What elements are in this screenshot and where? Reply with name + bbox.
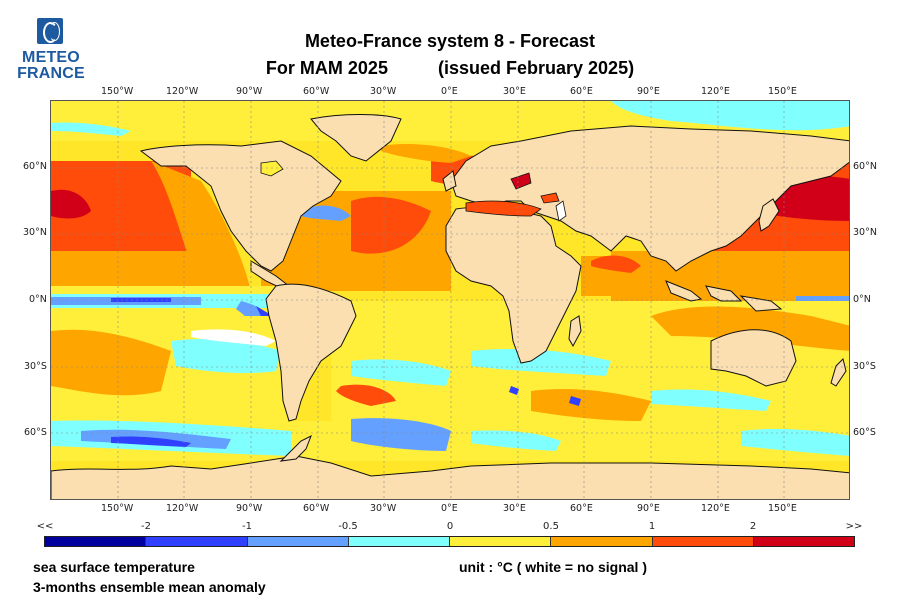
season-label: For MAM 2025 (265, 58, 388, 78)
colorbar-label: 2 (749, 521, 757, 532)
unit-label: unit : °C ( white = no signal ) (459, 559, 647, 575)
colorbar-segment (551, 537, 653, 546)
colorbar-label: << (36, 521, 54, 532)
lon-label-bottom: 150°W (101, 503, 134, 514)
lat-label-left: 60°S (24, 427, 47, 438)
colorbar-label: >> (845, 521, 863, 532)
lon-label-top: 120°W (166, 86, 199, 97)
colorbar-segment (45, 537, 147, 546)
lon-label-bottom: 120°W (166, 503, 199, 514)
lon-label-bottom: 0°E (441, 503, 458, 514)
lon-label-bottom: 120°E (701, 503, 730, 514)
colorbar-label: 0.5 (543, 521, 559, 532)
lon-label-bottom: 90°E (637, 503, 660, 514)
lat-label-right: 60°S (853, 427, 876, 438)
chart-title: Meteo-France system 8 - Forecast (304, 31, 596, 51)
lon-label-top: 30°W (370, 86, 397, 97)
lat-label-left: 30°N (23, 227, 47, 238)
sst-anomaly-map (50, 100, 850, 500)
description-label: 3-months ensemble mean anomaly (33, 579, 266, 595)
lon-label-top: 150°E (768, 86, 797, 97)
lat-label-left: 0°N (29, 294, 47, 305)
lon-label-bottom: 30°W (370, 503, 397, 514)
lat-label-right: 60°N (853, 161, 877, 172)
colorbar-label: 1 (648, 521, 656, 532)
lon-label-bottom: 150°E (768, 503, 797, 514)
colorbar (44, 536, 855, 547)
lat-label-left: 60°N (23, 161, 47, 172)
logo-text: METEO FRANCE (16, 50, 86, 82)
logo-line2: FRANCE (17, 65, 85, 82)
lat-label-right: 0°N (853, 294, 871, 305)
lon-label-top: 150°W (101, 86, 134, 97)
issue-date-label: (issued February 2025) (437, 58, 635, 78)
colorbar-segment (146, 537, 248, 546)
colorbar-label: -2 (141, 521, 151, 532)
lat-label-right: 30°S (853, 361, 876, 372)
variable-label: sea surface temperature (33, 559, 195, 575)
colorbar-segment (450, 537, 552, 546)
map-canvas (51, 101, 849, 499)
lon-label-bottom: 90°W (236, 503, 263, 514)
lon-label-top: 0°E (441, 86, 458, 97)
lon-label-bottom: 60°E (570, 503, 593, 514)
lon-label-top: 60°E (570, 86, 593, 97)
logo-line1: METEO (22, 49, 80, 66)
lat-label-left: 30°S (24, 361, 47, 372)
colorbar-segment (348, 537, 450, 546)
lon-label-top: 60°W (303, 86, 330, 97)
lon-label-bottom: 60°W (303, 503, 330, 514)
colorbar-segment (247, 537, 349, 546)
lat-label-right: 30°N (853, 227, 877, 238)
colorbar-segment (652, 537, 754, 546)
lon-label-top: 120°E (701, 86, 730, 97)
colorbar-label: -0.5 (338, 521, 358, 532)
colorbar-label: 0 (446, 521, 454, 532)
lon-label-top: 30°E (503, 86, 526, 97)
meteo-france-logo: METEO FRANCE (16, 16, 86, 84)
lon-label-top: 90°E (637, 86, 660, 97)
lon-label-bottom: 30°E (503, 503, 526, 514)
colorbar-segment (753, 537, 854, 546)
meteo-france-emblem-icon (37, 18, 63, 44)
lon-label-top: 90°W (236, 86, 263, 97)
chart-subtitle: For MAM 2025 (issued February 2025) (0, 58, 900, 79)
colorbar-label: -1 (242, 521, 252, 532)
